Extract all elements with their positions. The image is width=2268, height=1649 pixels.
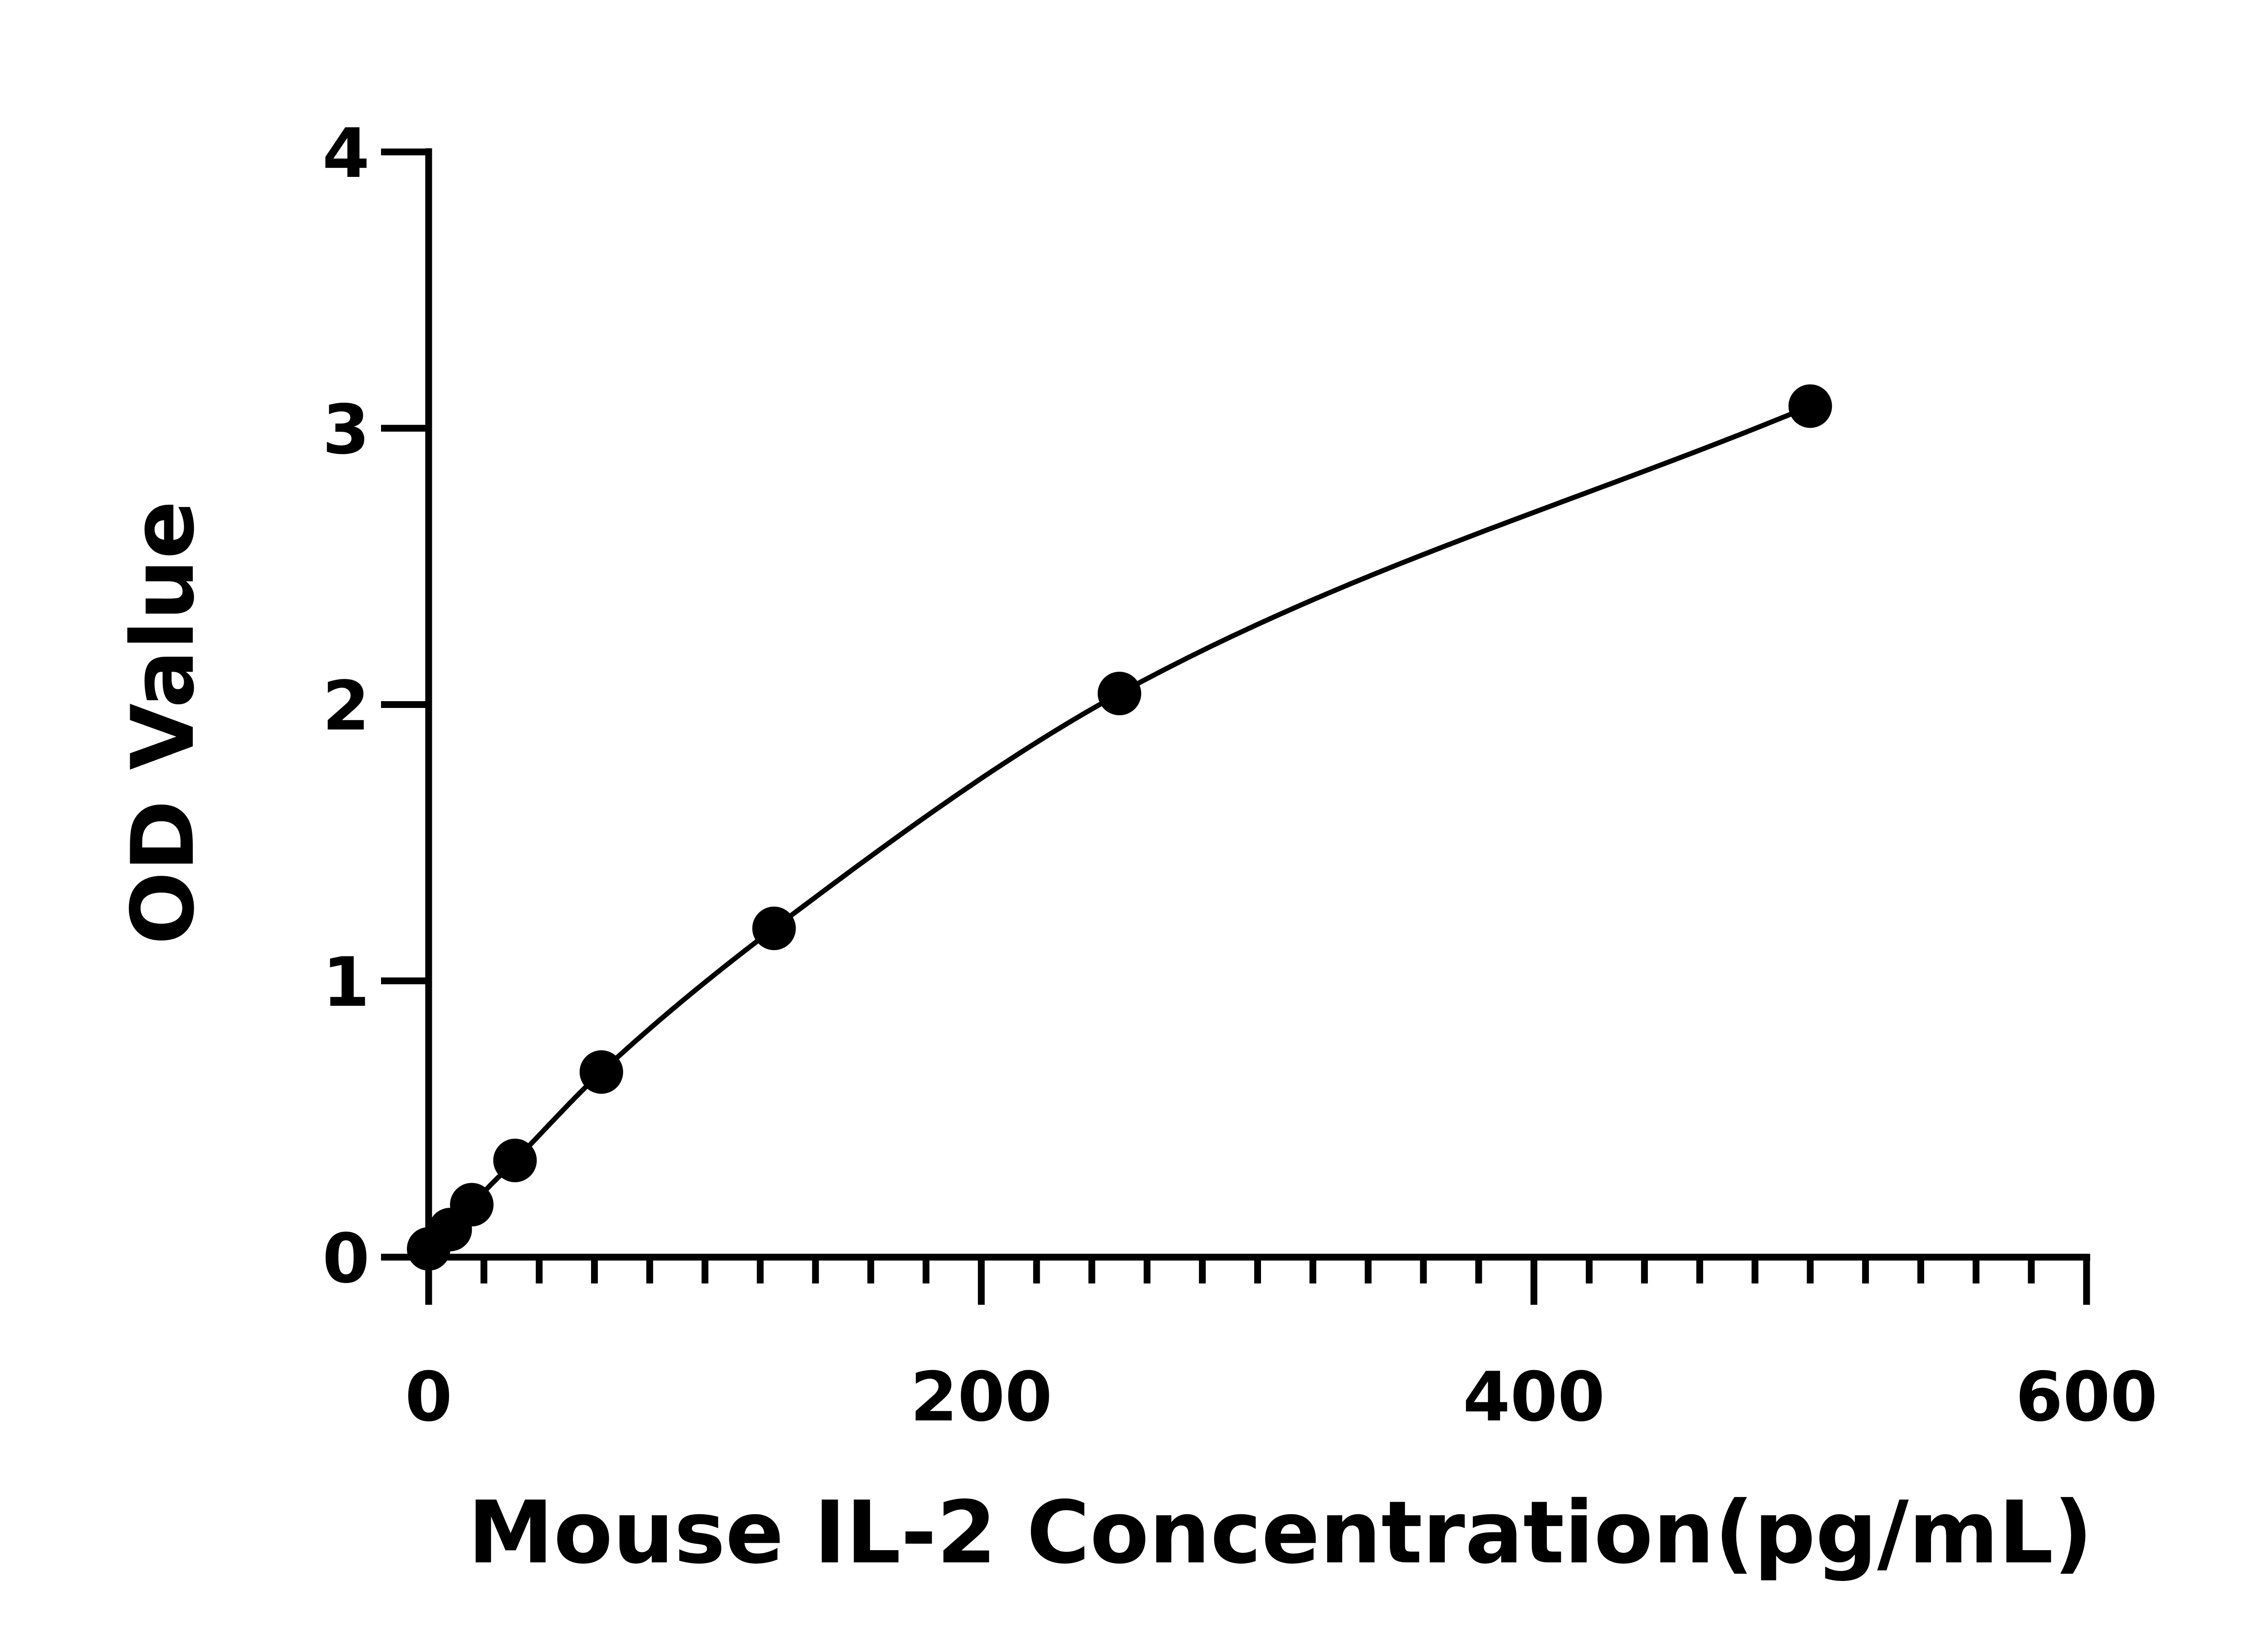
x-axis-title: Mouse IL-2 Concentration(pg/mL)	[468, 1483, 2093, 1583]
data-point	[493, 1138, 537, 1182]
fit-curve	[427, 404, 1811, 1251]
data-point	[450, 1183, 494, 1227]
y-tick-label: 4	[323, 114, 370, 193]
data-points	[407, 384, 1832, 1271]
y-tick-label: 2	[323, 667, 370, 746]
x-tick-label: 0	[405, 1358, 452, 1437]
data-point	[579, 1050, 623, 1094]
y-axis-ticks: 0 1 2 3 4	[323, 114, 429, 1298]
y-tick-label: 3	[323, 390, 370, 469]
data-point	[1788, 384, 1832, 428]
axes	[425, 148, 2090, 1261]
data-point	[752, 906, 796, 950]
data-point	[1097, 672, 1141, 716]
y-tick-label: 0	[323, 1220, 370, 1298]
x-tick-label: 200	[910, 1358, 1052, 1437]
x-tick-label: 600	[2015, 1358, 2157, 1437]
y-axis-title: OD Value	[113, 501, 213, 945]
y-tick-label: 1	[323, 943, 370, 1022]
x-axis-ticks: 0 200 400 600	[405, 1257, 2158, 1437]
x-tick-label: 400	[1463, 1358, 1605, 1437]
